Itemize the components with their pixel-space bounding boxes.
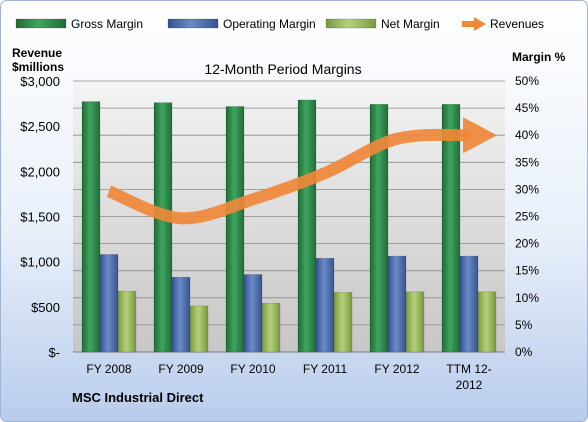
revenue-arrow-head <box>463 117 497 154</box>
bar-net-margin <box>333 292 353 353</box>
category-label: TTM 12- <box>446 362 491 376</box>
bar-gross-margin <box>369 104 389 353</box>
legend-swatch <box>15 18 67 29</box>
right-axis-tick-label: 45% <box>515 101 539 115</box>
bar-net-margin <box>405 291 425 353</box>
bar-net-margin <box>117 291 137 353</box>
bar-operating-margin <box>243 274 263 353</box>
category-label: FY 2010 <box>230 362 275 376</box>
category-label-line2: 2012 <box>456 378 483 392</box>
right-axis-tick-label: 10% <box>515 291 539 305</box>
bar-operating-margin <box>99 254 119 353</box>
left-axis-tick-label: $2,000 <box>20 164 60 179</box>
legend-swatch <box>167 18 219 29</box>
bar-net-margin <box>261 302 281 353</box>
legend-label: Gross Margin <box>71 17 143 31</box>
legend-swatch <box>325 18 377 29</box>
category-label: FY 2011 <box>303 362 348 376</box>
right-axis-ticks: 0% 5% 10% 15% 20% 25% 30% 35% 40% 45% 50% <box>515 74 539 359</box>
category-labels: FY 2008 FY 2009 FY 2010 FY 2011 FY 2012 TTM 1… <box>86 362 491 392</box>
right-axis-tick-label: 25% <box>515 210 539 224</box>
legend-label: Net Margin <box>381 17 440 31</box>
left-axis-ticks: $- $500 $1,000 $1,500 $2,000 $2,500 $3,000 <box>20 74 60 360</box>
legend: Gross Margin Operating Margin Net Margin Re… <box>15 17 544 31</box>
left-axis-tick-label: $2,500 <box>20 119 60 134</box>
category-label: FY 2008 <box>86 362 131 376</box>
bar-gross-margin <box>297 99 317 353</box>
left-axis-tick-label: $3,000 <box>20 74 60 89</box>
right-axis-tick-label: 30% <box>515 182 539 196</box>
right-axis-tick-label: 5% <box>515 318 533 332</box>
category-label: FY 2012 <box>374 362 419 376</box>
bar-gross-margin <box>153 102 173 353</box>
left-axis-tick-label: $1,500 <box>20 210 60 225</box>
left-axis-tick-label: $500 <box>31 300 60 315</box>
right-axis-tick-label: 50% <box>515 74 539 88</box>
right-axis-tick-label: 0% <box>515 345 533 359</box>
bar-operating-margin <box>387 255 407 353</box>
bar-operating-margin <box>315 257 335 353</box>
gridlines <box>73 80 505 353</box>
left-axis-tick-label: $- <box>48 345 60 360</box>
legend-label: Operating Margin <box>223 17 316 31</box>
bar-net-margin <box>189 305 209 353</box>
bar-net-margin <box>477 291 497 353</box>
legend-label: Revenues <box>490 17 544 31</box>
right-axis-tick-label: 15% <box>515 264 539 278</box>
left-axis-title-line1: Revenue <box>12 46 62 60</box>
bar-gross-margin <box>441 104 461 353</box>
right-axis-tick-label: 40% <box>515 128 539 142</box>
right-axis-tick-label: 35% <box>515 155 539 169</box>
company-name: MSC Industrial Direct <box>72 390 204 405</box>
revenue-line <box>106 117 497 225</box>
left-axis-tick-label: $1,000 <box>20 255 60 270</box>
bar-operating-margin <box>171 276 191 353</box>
bar-gross-margin <box>225 106 245 353</box>
bars <box>81 99 497 353</box>
revenue-line-path <box>106 128 470 225</box>
left-axis-title-line2: $millions <box>12 60 64 74</box>
right-axis-tick-label: 20% <box>515 237 539 251</box>
chart-title: 12-Month Period Margins <box>204 61 361 77</box>
category-label: FY 2009 <box>158 362 203 376</box>
bar-operating-margin <box>459 255 479 353</box>
legend-swatch-arrow <box>474 17 486 31</box>
bar-gross-margin <box>81 101 101 353</box>
right-axis-title: Margin % <box>512 50 566 64</box>
